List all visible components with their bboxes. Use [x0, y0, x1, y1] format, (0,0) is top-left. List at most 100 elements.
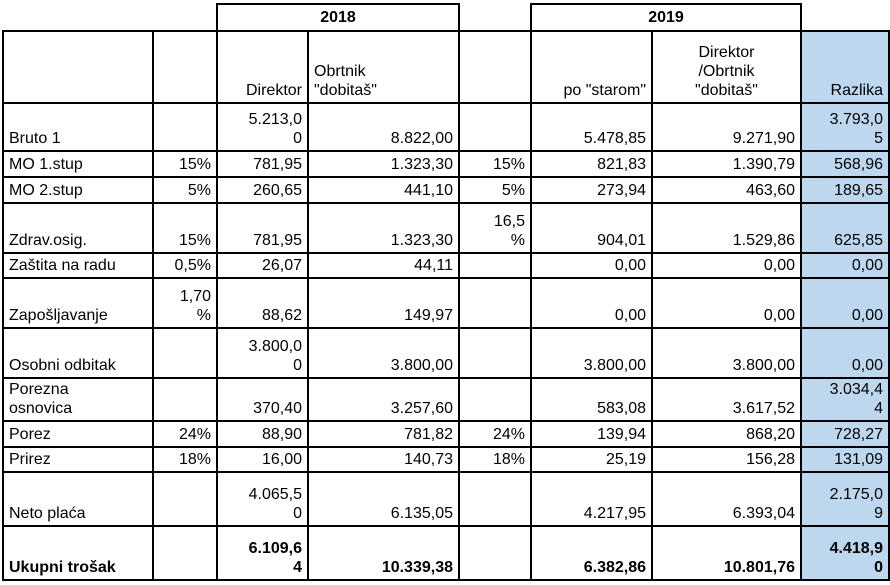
cell-direktor-obrtnik-2019: 3.800,00: [651, 327, 802, 379]
cell-pct-2019: [458, 102, 532, 152]
cell-obrtnik-2018: 149,97: [307, 277, 460, 329]
cell-direktor-2018: 5.213,0 0: [216, 102, 309, 152]
cell-direktor-obrtnik-2019: 3.617,52: [651, 377, 802, 422]
cell-direktor-obrtnik-2019: 463,60: [651, 176, 802, 204]
header-direktor-2018: Direktor: [216, 30, 309, 104]
cell-razlika: 0,00: [800, 277, 890, 329]
row-label: Zaštita na radu: [2, 252, 154, 279]
cell-direktor-2018: 781,95: [216, 202, 309, 254]
empty-cell: [459, 4, 531, 31]
cell-pct-2019: [458, 327, 532, 379]
cell-direktor-2018: 3.800,0 0: [216, 327, 309, 379]
cell-po-starom-2019: 583,08: [530, 377, 653, 422]
cell-pct-2019: 5%: [458, 176, 532, 204]
row-label: Zdrav.osig.: [2, 202, 154, 254]
cell-razlika: 189,65: [800, 176, 890, 204]
table-row-zdrav-osig: Zdrav.osig. 15% 781,95 1.323,30 16,5 % 9…: [2, 202, 890, 254]
cell-obrtnik-2018: 10.339,38: [307, 525, 460, 581]
cell-razlika: 3.034,4 4: [800, 377, 890, 422]
cell-obrtnik-2018: 44,11: [307, 252, 460, 279]
cell-pct-2019: [458, 252, 532, 279]
cell-pct-2018: 0,5%: [152, 252, 218, 279]
cell-pct-2018: 1,70 %: [152, 277, 218, 329]
cell-direktor-2018: 26,07: [216, 252, 309, 279]
cell-direktor-obrtnik-2019: 1.390,79: [651, 150, 802, 178]
cell-pct-2019: 24%: [458, 420, 532, 448]
cell-direktor-2018: 370,40: [216, 377, 309, 422]
table-row-zaposljavanje: Zapošljavanje 1,70 % 88,62 149,97 0,00 0…: [2, 277, 890, 329]
row-label: Osobni odbitak: [2, 327, 154, 379]
cell-po-starom-2019: 0,00: [530, 252, 653, 279]
cell-direktor-2018: 88,90: [216, 420, 309, 448]
cell-obrtnik-2018: 3.800,00: [307, 327, 460, 379]
cell-pct-2018: [152, 525, 218, 581]
cell-obrtnik-2018: 1.323,30: [307, 202, 460, 254]
cell-obrtnik-2018: 6.135,05: [307, 471, 460, 527]
cell-po-starom-2019: 4.217,95: [530, 471, 653, 527]
cell-direktor-2018: 16,00: [216, 446, 309, 473]
cell-po-starom-2019: 821,83: [530, 150, 653, 178]
header-po-starom-2019: po "starom": [530, 30, 653, 104]
header-direktor-obrtnik-2019: Direktor /Obrtnik "dobitaš": [651, 30, 802, 104]
cell-razlika: 728,27: [800, 420, 890, 448]
cell-obrtnik-2018: 441,10: [307, 176, 460, 204]
cell-pct-2018: 18%: [152, 446, 218, 473]
cell-po-starom-2019: 25,19: [530, 446, 653, 473]
year-header-2018: 2018: [216, 3, 460, 32]
cell-direktor-2018: 88,62: [216, 277, 309, 329]
cell-obrtnik-2018: 781,82: [307, 420, 460, 448]
cell-direktor-2018: 4.065,5 0: [216, 471, 309, 527]
cell-po-starom-2019: 904,01: [530, 202, 653, 254]
row-label: Neto plaća: [2, 471, 154, 527]
row-label: Zapošljavanje: [2, 277, 154, 329]
header-obrtnik-2018: Obrtnik "dobitaš": [307, 30, 460, 104]
cell-direktor-2018: 781,95: [216, 150, 309, 178]
cell-pct-2019: [458, 525, 532, 581]
table-row-ukupni-trosak: Ukupni trošak 6.109,6 4 10.339,38 6.382,…: [2, 525, 890, 581]
row-label: Porezna osnovica: [2, 377, 154, 422]
cell-pct-2018: 15%: [152, 150, 218, 178]
cell-po-starom-2019: 5.478,85: [530, 102, 653, 152]
cell-razlika: 3.793,0 5: [800, 102, 890, 152]
table-row-osobni-odbitak: Osobni odbitak 3.800,0 0 3.800,00 3.800,…: [2, 327, 890, 379]
cell-razlika: 131,09: [800, 446, 890, 473]
table-row-zastita-na-radu: Zaštita na radu 0,5% 26,07 44,11 0,00 0,…: [2, 252, 890, 279]
table-row-bruto-1: Bruto 1 5.213,0 0 8.822,00 5.478,85 9.27…: [2, 102, 890, 152]
cell-direktor-2018: 260,65: [216, 176, 309, 204]
cell-pct-2018: [152, 102, 218, 152]
cell-pct-2019: 18%: [458, 446, 532, 473]
empty-cell: [152, 30, 218, 104]
column-header-row: Direktor Obrtnik "dobitaš" po "starom" D…: [2, 30, 890, 104]
cell-direktor-obrtnik-2019: 0,00: [651, 252, 802, 279]
table-row-porezna-osnovica: Porezna osnovica 370,40 3.257,60 583,08 …: [2, 377, 890, 422]
cell-razlika: 2.175,0 9: [800, 471, 890, 527]
table-row-mo-2-stup: MO 2.stup 5% 260,65 441,10 5% 273,94 463…: [2, 176, 890, 204]
empty-cell: [801, 4, 889, 31]
cell-pct-2019: [458, 277, 532, 329]
cell-po-starom-2019: 139,94: [530, 420, 653, 448]
cell-obrtnik-2018: 8.822,00: [307, 102, 460, 152]
cell-pct-2018: [152, 471, 218, 527]
cell-pct-2019: 16,5 %: [458, 202, 532, 254]
cell-direktor-obrtnik-2019: 6.393,04: [651, 471, 802, 527]
cell-direktor-obrtnik-2019: 1.529,86: [651, 202, 802, 254]
cell-pct-2018: 5%: [152, 176, 218, 204]
cell-razlika: 0,00: [800, 252, 890, 279]
cell-pct-2019: [458, 377, 532, 422]
cell-po-starom-2019: 3.800,00: [530, 327, 653, 379]
empty-cell: [458, 30, 532, 104]
row-label: Prirez: [2, 446, 154, 473]
cell-obrtnik-2018: 3.257,60: [307, 377, 460, 422]
row-label: Porez: [2, 420, 154, 448]
year-header-2019: 2019: [530, 3, 802, 32]
cell-direktor-obrtnik-2019: 868,20: [651, 420, 802, 448]
cell-razlika: 0,00: [800, 327, 890, 379]
row-label: MO 2.stup: [2, 176, 154, 204]
cell-po-starom-2019: 0,00: [530, 277, 653, 329]
cell-direktor-obrtnik-2019: 156,28: [651, 446, 802, 473]
row-label: MO 1.stup: [2, 150, 154, 178]
cell-razlika: 568,96: [800, 150, 890, 178]
cell-pct-2019: [458, 471, 532, 527]
cell-direktor-obrtnik-2019: 0,00: [651, 277, 802, 329]
salary-comparison-table: 2018 2019 Direktor Obrtnik "dobitaš" po …: [2, 3, 890, 581]
